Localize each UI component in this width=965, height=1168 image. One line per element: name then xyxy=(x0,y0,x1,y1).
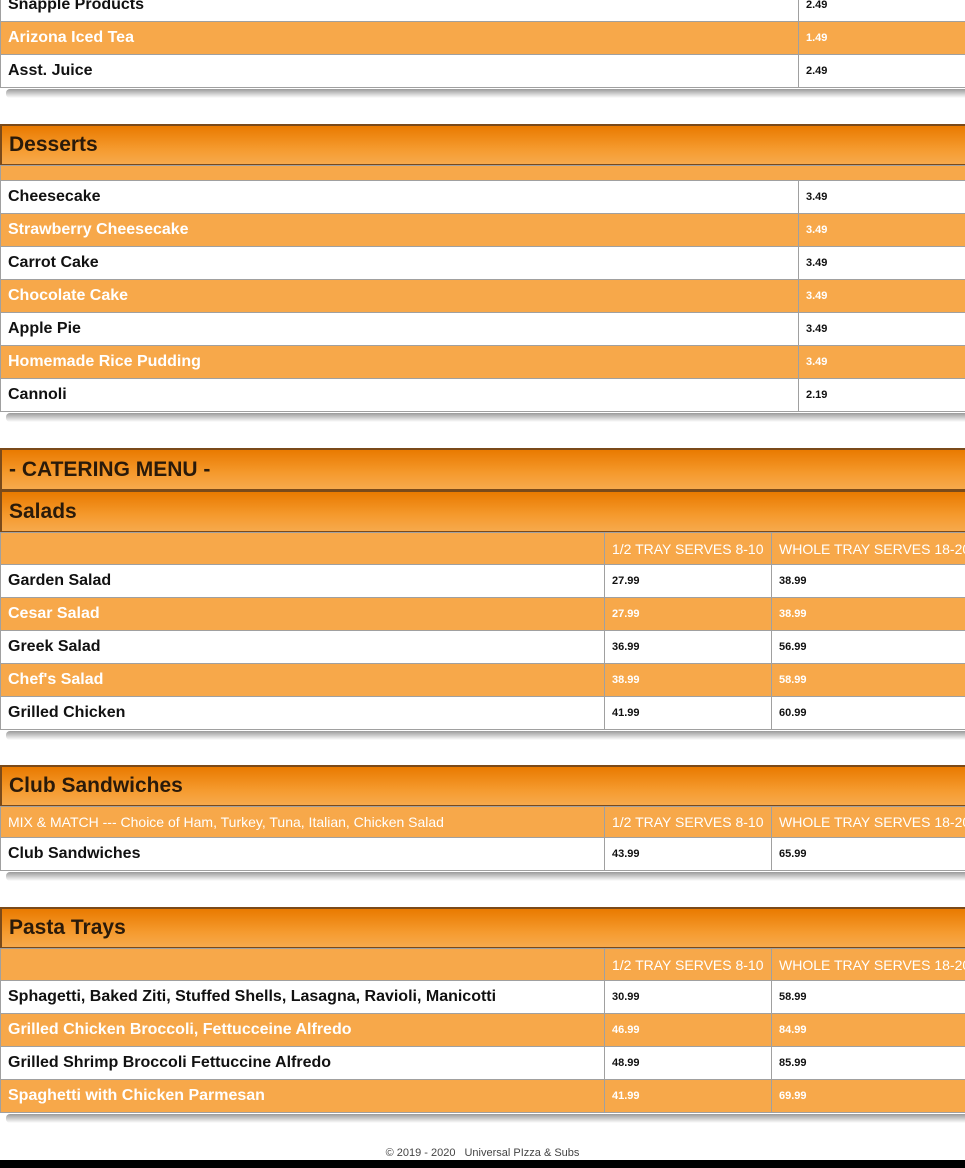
item-price-half: 41.99 xyxy=(604,1079,773,1113)
item-name: Garden Salad xyxy=(0,564,606,598)
item-name: Snapple Products xyxy=(0,0,800,22)
column-header: 1/2 TRAY SERVES 8-10 xyxy=(604,806,773,838)
item-name: Grilled Chicken Broccoli, Fettucceine Al… xyxy=(0,1013,606,1047)
column-header-blank xyxy=(0,532,606,565)
item-price: 3.49 xyxy=(798,312,965,346)
item-name: Club Sandwiches xyxy=(0,837,606,871)
item-name: Carrot Cake xyxy=(0,246,800,280)
item-price-whole: 84.99 xyxy=(771,1013,965,1047)
item-price-whole: 69.99 xyxy=(771,1079,965,1113)
section-header: Club Sandwiches xyxy=(0,765,965,807)
item-price-half: 46.99 xyxy=(604,1013,773,1047)
item-price-whole: 85.99 xyxy=(771,1046,965,1080)
item-price-half: 36.99 xyxy=(604,630,773,664)
catering-header: - CATERING MENU - xyxy=(0,448,965,491)
item-price-half: 38.99 xyxy=(604,663,773,697)
item-name: Cheesecake xyxy=(0,180,800,214)
item-price: 3.49 xyxy=(798,246,965,280)
table-shadow xyxy=(6,731,965,740)
item-price-half: 48.99 xyxy=(604,1046,773,1080)
item-price-half: 43.99 xyxy=(604,837,773,871)
item-price-half: 41.99 xyxy=(604,696,773,730)
table-shadow xyxy=(6,413,965,422)
footer: © 2019 - 2020 Universal PIzza & Subs xyxy=(0,1147,965,1161)
item-price-half: 27.99 xyxy=(604,564,773,598)
item-name: Arizona Iced Tea xyxy=(0,21,800,55)
section-header: Salads xyxy=(0,490,965,533)
footer-copyright: © 2019 - 2020 xyxy=(385,1147,456,1159)
section-band xyxy=(0,165,965,181)
item-price-whole: 56.99 xyxy=(771,630,965,664)
item-price: 2.49 xyxy=(798,54,965,88)
item-price: 3.49 xyxy=(798,279,965,313)
column-header-blank xyxy=(0,948,606,981)
table-shadow xyxy=(6,1114,965,1123)
column-header: 1/2 TRAY SERVES 8-10 xyxy=(604,948,773,981)
item-price-whole: 65.99 xyxy=(771,837,965,871)
item-price: 2.19 xyxy=(798,378,965,412)
footer-site[interactable]: Universal PIzza & Subs xyxy=(464,1147,580,1159)
item-price: 2.49 xyxy=(798,0,965,22)
item-price-whole: 58.99 xyxy=(771,980,965,1014)
column-header: 1/2 TRAY SERVES 8-10 xyxy=(604,532,773,565)
note: MIX & MATCH --- Choice of Ham, Turkey, T… xyxy=(0,806,606,838)
item-name: Chocolate Cake xyxy=(0,279,800,313)
item-name: Homemade Rice Pudding xyxy=(0,345,800,379)
item-name: Sphagetti, Baked Ziti, Stuffed Shells, L… xyxy=(0,980,606,1014)
section-header: Desserts xyxy=(0,124,965,166)
table-shadow xyxy=(6,89,965,98)
item-name: Grilled Shrimp Broccoli Fettuccine Alfre… xyxy=(0,1046,606,1080)
footer-bar xyxy=(0,1160,965,1168)
item-name: Strawberry Cheesecake xyxy=(0,213,800,247)
column-header: WHOLE TRAY SERVES 18-20 xyxy=(771,532,965,565)
item-price-whole: 38.99 xyxy=(771,564,965,598)
item-name: Greek Salad xyxy=(0,630,606,664)
item-price-whole: 58.99 xyxy=(771,663,965,697)
table-shadow xyxy=(6,872,965,881)
item-name: Cesar Salad xyxy=(0,597,606,631)
item-name: Spaghetti with Chicken Parmesan xyxy=(0,1079,606,1113)
section-header: Pasta Trays xyxy=(0,907,965,949)
item-name: Asst. Juice xyxy=(0,54,800,88)
column-header: WHOLE TRAY SERVES 18-20 xyxy=(771,948,965,981)
item-price: 3.49 xyxy=(798,213,965,247)
item-name: Apple Pie xyxy=(0,312,800,346)
item-price: 1.49 xyxy=(798,21,965,55)
item-price: 3.49 xyxy=(798,345,965,379)
item-name: Chef's Salad xyxy=(0,663,606,697)
item-name: Cannoli xyxy=(0,378,800,412)
item-name: Grilled Chicken xyxy=(0,696,606,730)
item-price-whole: 38.99 xyxy=(771,597,965,631)
item-price-half: 27.99 xyxy=(604,597,773,631)
column-header: WHOLE TRAY SERVES 18-20 xyxy=(771,806,965,838)
item-price: 3.49 xyxy=(798,180,965,214)
item-price-whole: 60.99 xyxy=(771,696,965,730)
item-price-half: 30.99 xyxy=(604,980,773,1014)
